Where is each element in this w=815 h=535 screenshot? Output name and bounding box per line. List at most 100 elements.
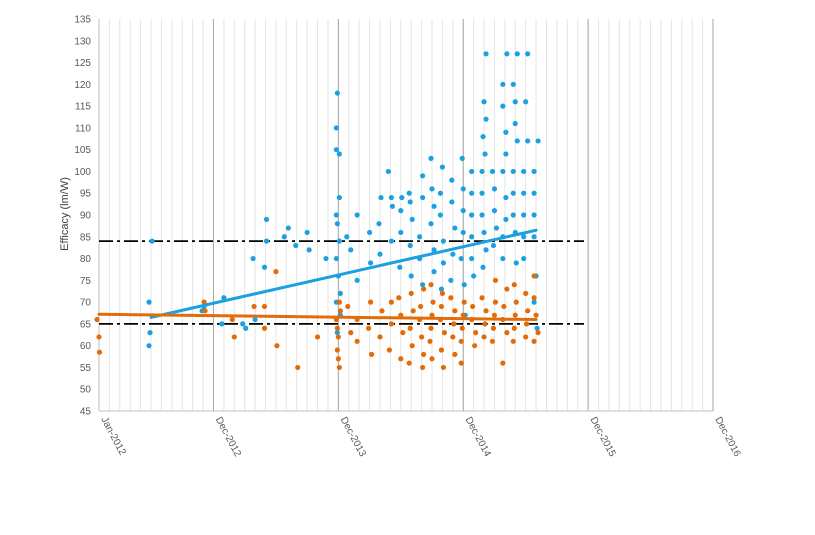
blue-data-point <box>469 190 475 196</box>
blue-data-point <box>512 120 518 127</box>
blue-data-point <box>481 99 487 105</box>
orange-data-point <box>523 334 529 340</box>
blue-data-point <box>521 212 527 218</box>
blue-data-point <box>460 208 466 214</box>
orange-data-point <box>479 295 485 301</box>
orange-data-point <box>473 330 479 336</box>
blue-data-point <box>489 168 496 175</box>
orange-data-point <box>336 364 342 371</box>
blue-data-point <box>147 330 153 336</box>
blue-data-point <box>437 212 444 218</box>
blue-data-point <box>420 282 426 288</box>
blue-data-point <box>431 247 437 253</box>
blue-data-point <box>535 138 541 144</box>
orange-data-point <box>273 269 279 275</box>
blue-data-point <box>261 264 268 270</box>
blue-data-point <box>337 290 343 296</box>
orange-data-point <box>438 303 445 310</box>
blue-trendline <box>149 228 538 319</box>
y-tick-label: 75 <box>80 276 92 287</box>
blue-data-point <box>428 221 434 227</box>
orange-data-point <box>386 347 392 353</box>
orange-data-point <box>345 303 351 310</box>
blue-data-point <box>336 238 342 244</box>
x-tick-label: Dec-2014 <box>463 415 493 459</box>
orange-data-point <box>274 343 280 349</box>
blue-data-point <box>437 190 444 196</box>
blue-data-point <box>504 51 510 57</box>
blue-data-point <box>523 99 529 105</box>
orange-data-point <box>458 360 464 366</box>
blue-data-point <box>293 242 299 249</box>
trendlines <box>97 228 538 322</box>
y-tick-label: 80 <box>80 254 92 265</box>
blue-data-point <box>397 264 403 270</box>
blue-data-point <box>388 238 394 244</box>
orange-data-point <box>511 282 517 288</box>
blue-data-point <box>420 194 426 201</box>
orange-data-point <box>400 330 406 336</box>
y-tick-label: 130 <box>74 36 91 47</box>
orange-trendline <box>97 312 538 322</box>
orange-data-point <box>261 325 268 331</box>
axis-layer: 45 50 55 60 65 70 75 80 85 90 95 100 105 110 115 120 125… <box>74 15 742 460</box>
blue-data-point <box>500 168 506 175</box>
orange-data-point <box>335 334 341 340</box>
orange-data-point <box>388 321 394 327</box>
y-tick-label: 115 <box>75 102 91 113</box>
orange-data-point <box>354 338 360 344</box>
orange-data-point <box>335 356 341 362</box>
blue-data-point <box>469 255 475 262</box>
blue-data-point <box>354 277 360 283</box>
orange-data-point <box>525 308 531 314</box>
blue-data-point <box>219 321 225 327</box>
blue-data-point <box>531 168 537 175</box>
blue-data-point <box>149 238 155 244</box>
blue-data-point <box>469 234 475 240</box>
y-tick-label: 65 <box>80 319 92 330</box>
orange-data-point <box>535 330 541 336</box>
blue-data-point <box>483 116 489 122</box>
blue-data-point <box>389 203 395 209</box>
blue-data-point <box>531 212 537 218</box>
orange-data-point <box>531 295 537 301</box>
blue-data-point <box>510 212 516 218</box>
orange-data-point <box>501 303 507 310</box>
blue-data-point <box>263 238 270 244</box>
blue-data-point <box>306 247 312 253</box>
blue-data-point <box>452 225 458 231</box>
blue-data-point <box>354 212 360 218</box>
blue-data-point <box>480 134 486 140</box>
blue-data-point <box>406 190 412 196</box>
blue-data-point <box>483 51 489 57</box>
blue-data-point <box>263 216 270 222</box>
blue-data-point <box>281 234 287 240</box>
orange-data-point <box>429 312 435 318</box>
blue-data-point <box>250 255 256 262</box>
y-axis-title: Efficacy (lm/W) <box>59 177 71 251</box>
blue-data-point <box>440 260 447 266</box>
blue-data-point <box>531 234 537 240</box>
orange-data-point <box>334 325 340 331</box>
blue-data-point <box>429 186 435 192</box>
orange-data-point <box>419 334 425 340</box>
blue-data-point <box>243 325 249 331</box>
orange-data-point <box>409 343 415 349</box>
orange-data-point <box>440 364 447 371</box>
blue-data-point <box>334 330 340 336</box>
x-tick-label: Dec-2013 <box>338 415 368 459</box>
blue-data-point <box>500 81 506 87</box>
x-tick-label: Dec-2012 <box>213 415 243 459</box>
blue-data-point <box>431 269 437 275</box>
orange-data-point <box>421 286 427 292</box>
orange-data-point <box>451 321 457 327</box>
blue-data-point <box>240 321 246 327</box>
blue-data-point <box>503 151 509 157</box>
orange-data-point <box>448 295 454 301</box>
blue-data-point <box>521 168 527 175</box>
blue-data-point <box>377 251 383 257</box>
orange-data-point <box>388 299 394 305</box>
blue-data-point <box>304 229 310 236</box>
blue-data-point <box>450 251 456 257</box>
blue-data-point <box>449 199 455 205</box>
